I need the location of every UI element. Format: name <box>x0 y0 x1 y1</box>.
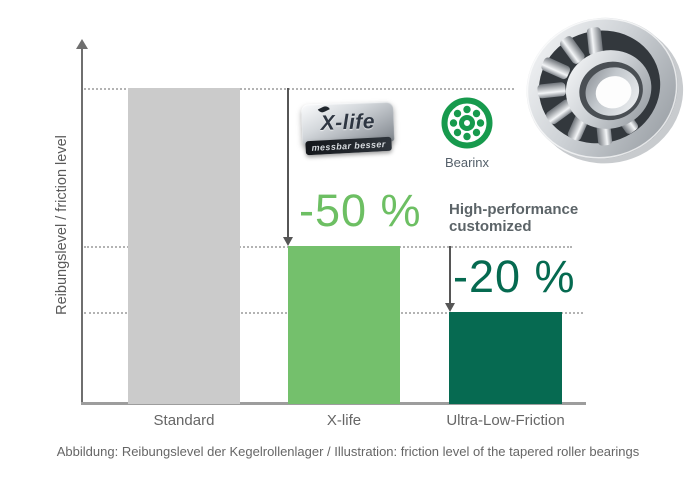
category-label-xlife: X-life <box>326 412 362 429</box>
annotation-minus50: -50 % <box>299 185 422 236</box>
annotation-minus20: -20 % <box>453 251 576 302</box>
gridline-standard-level <box>84 88 514 90</box>
category-label-ultra-low-friction: Ultra-Low-Friction <box>446 412 565 429</box>
figure-caption: Abbildung: Reibungslevel der Kegelrollen… <box>56 444 640 459</box>
bar-xlife <box>288 246 400 404</box>
annotation-high-performance-line2: customized <box>449 218 532 235</box>
annotation-high-performance: High-performance customized <box>449 201 578 235</box>
bar-standard <box>128 88 240 404</box>
y-axis-label: Reibungslevel / friction level <box>54 135 70 315</box>
xlife-logo-subtitle: messbar besser <box>311 139 386 153</box>
arrow-minus50-icon <box>283 88 293 246</box>
y-axis-arrowhead-icon <box>76 39 88 49</box>
arrow-minus20-icon <box>445 246 455 312</box>
bar-ultra-low-friction <box>449 312 562 404</box>
bearinx-logo-label: Bearinx <box>444 155 490 170</box>
bearinx-logo: Bearinx <box>441 97 493 170</box>
category-label-standard: Standard <box>153 412 215 429</box>
y-axis-line <box>81 48 83 405</box>
xlife-logo: X-life messbar besser <box>301 101 395 156</box>
xlife-logo-title: X-life <box>320 110 376 135</box>
bearinx-bearing-icon <box>441 97 493 149</box>
annotation-high-performance-line1: High-performance <box>449 201 579 218</box>
tapered-roller-bearing-image <box>526 17 684 164</box>
